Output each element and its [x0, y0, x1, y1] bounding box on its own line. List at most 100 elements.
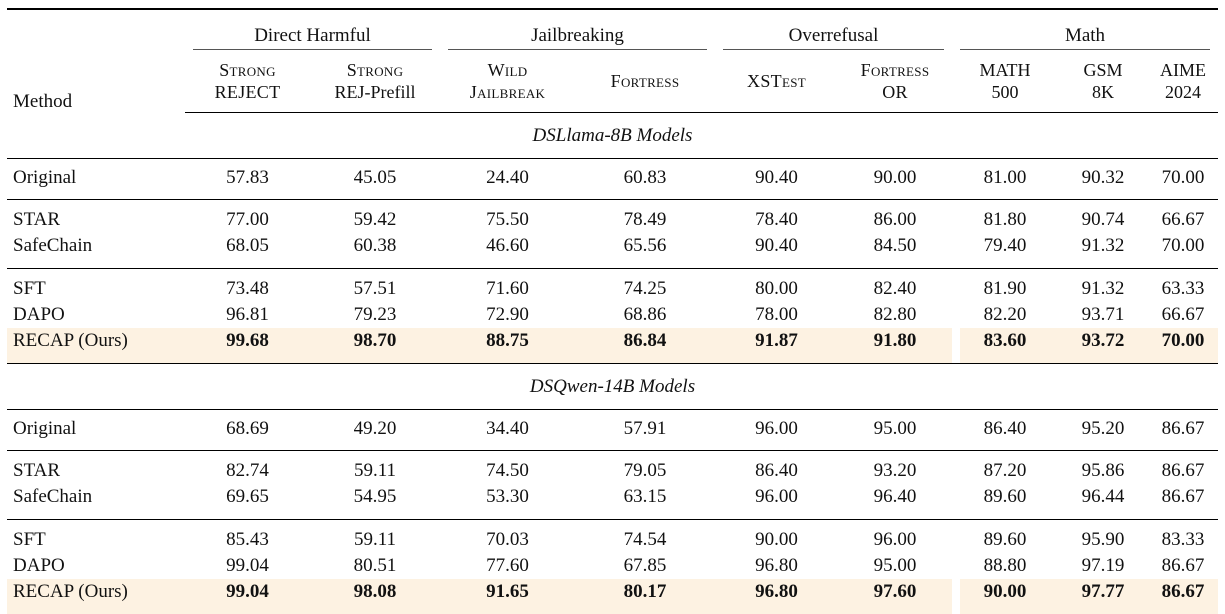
table-row: SafeChain 69.65 54.95 53.30 63.15 96.00 96.40 8…	[7, 484, 1219, 520]
section-title-row: DSQwen-14B Models	[7, 363, 1219, 410]
value-cell: 54.95	[310, 484, 440, 520]
column-header-row: Strong REJECT Strong REJ-Prefill Wild Ja…	[7, 50, 1219, 113]
table-row: Original 68.69 49.20 34.40 57.91 96.00 95.00 86…	[7, 409, 1219, 451]
value-cell: 63.33	[1161, 278, 1205, 299]
value-cell: 72.90	[486, 304, 529, 325]
value-cell: 77.00	[226, 209, 269, 230]
value-cell: 57.83	[185, 158, 310, 200]
value-cell: 49.20	[310, 409, 440, 451]
value-cell: 90.00	[952, 579, 1059, 614]
table-row: SafeChain 68.05 60.38 46.60 65.56 90.40 84.50 7…	[7, 233, 1219, 269]
value-cell: 79.05	[623, 460, 667, 481]
table-row: Original 57.83 45.05 24.40 60.83 90.40 90.00 81…	[7, 158, 1219, 200]
value-cell: 84.50	[838, 233, 953, 269]
value-cell: 97.60	[838, 579, 953, 614]
value-cell: 86.67	[1161, 555, 1205, 576]
col-header-fortress-or: Fortress OR	[838, 50, 953, 113]
value-cell: 70.00	[1148, 158, 1219, 200]
value-cell: 91.87	[715, 328, 839, 364]
method-cell: SFT	[13, 278, 46, 299]
group-label-direct-harmful: Direct Harmful	[193, 25, 432, 50]
value-cell: 69.65	[185, 484, 310, 520]
value-cell: 86.84	[575, 328, 716, 364]
value-cell: 59.42	[353, 209, 397, 230]
value-cell: 85.43	[226, 529, 269, 550]
col-header-math500: MATH 500	[952, 50, 1059, 113]
value-cell: 82.74	[226, 460, 269, 481]
value-cell: 93.20	[873, 460, 917, 481]
value-cell: 80.51	[353, 555, 397, 576]
value-cell: 93.71	[1081, 304, 1125, 325]
value-cell: 79.23	[353, 304, 397, 325]
value-cell: 86.67	[1148, 484, 1219, 520]
value-cell: 96.80	[715, 579, 839, 614]
value-cell: 74.50	[486, 460, 529, 481]
value-cell: 96.80	[755, 555, 798, 576]
value-cell: 90.74	[1081, 209, 1125, 230]
value-cell: 88.80	[983, 555, 1027, 576]
table-row: STAR 77.00 59.42 75.50 78.49 78.40 86.00 81.80 9…	[7, 200, 1218, 234]
value-cell: 96.44	[1058, 484, 1149, 520]
value-cell: 95.86	[1081, 460, 1125, 481]
value-cell: 95.00	[838, 409, 953, 451]
value-cell: 91.65	[440, 579, 575, 614]
value-cell: 93.72	[1058, 328, 1149, 364]
method-cell: SafeChain	[7, 484, 185, 520]
value-cell: 82.80	[873, 304, 917, 325]
value-cell: 83.33	[1161, 529, 1205, 550]
method-column-header: Method	[13, 90, 73, 112]
value-cell: 34.40	[440, 409, 575, 451]
value-cell: 57.51	[353, 278, 397, 299]
value-cell: 74.54	[623, 529, 667, 550]
value-cell: 90.40	[715, 158, 839, 200]
value-cell: 80.17	[575, 579, 716, 614]
value-cell: 78.00	[755, 304, 798, 325]
group-label-jailbreaking: Jailbreaking	[448, 25, 708, 50]
value-cell: 46.60	[440, 233, 575, 269]
value-cell: 60.38	[310, 233, 440, 269]
value-cell: 68.86	[623, 304, 667, 325]
value-cell: 86.67	[1161, 460, 1205, 481]
value-cell: 70.03	[486, 529, 529, 550]
group-header-row: Method Direct Harmful Jailbreaking Overr…	[7, 9, 1218, 112]
value-cell: 96.81	[226, 304, 269, 325]
value-cell: 70.00	[1148, 328, 1219, 364]
value-cell: 71.60	[486, 278, 529, 299]
table-body: DSLlama-8B Models Original 57.83 45.05 24.40…	[7, 112, 1219, 614]
value-cell: 96.00	[715, 409, 839, 451]
value-cell: 96.00	[715, 484, 839, 520]
value-cell: 95.00	[873, 555, 917, 576]
group-label-overrefusal: Overrefusal	[723, 25, 945, 50]
value-cell: 65.56	[575, 233, 716, 269]
value-cell: 90.00	[838, 158, 953, 200]
value-cell: 82.20	[983, 304, 1027, 325]
section-title: DSLlama-8B Models	[7, 112, 1219, 159]
value-cell: 96.00	[873, 529, 917, 550]
value-cell: 88.75	[440, 328, 575, 364]
value-cell: 86.67	[1148, 409, 1219, 451]
value-cell: 81.80	[983, 209, 1027, 230]
value-cell: 98.08	[310, 579, 440, 614]
value-cell: 68.69	[185, 409, 310, 451]
value-cell: 24.40	[440, 158, 575, 200]
method-cell: DAPO	[13, 304, 65, 325]
section-title: DSQwen-14B Models	[7, 363, 1219, 410]
value-cell: 91.32	[1058, 233, 1149, 269]
value-cell: 57.91	[575, 409, 716, 451]
value-cell: 53.30	[440, 484, 575, 520]
value-cell: 99.04	[226, 555, 269, 576]
col-header-xstest: XSTest	[715, 50, 839, 113]
table-row: DAPO 96.81 79.23 72.90 68.86 78.00 82.80 82.20 9…	[7, 302, 1218, 328]
value-cell: 74.25	[623, 278, 667, 299]
value-cell: 60.83	[575, 158, 716, 200]
value-cell: 90.40	[715, 233, 839, 269]
table-row: SFT 85.43 59.11 70.03 74.54 90.00 96.00 89.60 95…	[7, 520, 1218, 554]
value-cell: 99.04	[185, 579, 310, 614]
value-cell: 81.00	[952, 158, 1059, 200]
value-cell: 87.20	[983, 460, 1027, 481]
table-row: RECAP (Ours) 99.04 98.08 91.65 80.17 96.80 97.…	[7, 579, 1219, 614]
value-cell: 97.19	[1081, 555, 1125, 576]
section-title-row: DSLlama-8B Models	[7, 112, 1219, 159]
col-header-gsm8k: GSM 8K	[1058, 50, 1149, 113]
method-cell: STAR	[13, 460, 61, 481]
